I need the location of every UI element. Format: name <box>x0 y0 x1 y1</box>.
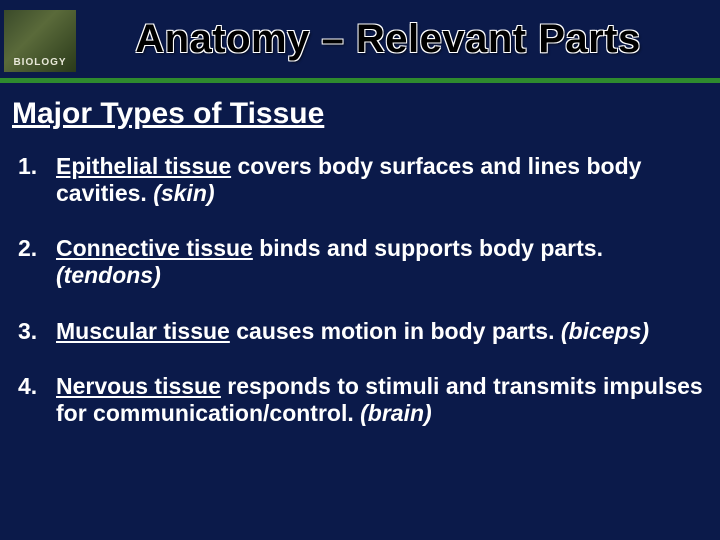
textbook-logo: BIOLOGY <box>4 10 76 72</box>
slide-content: Major Types of Tissue Epithelial tissue … <box>0 83 720 427</box>
tissue-description: causes motion in body parts. <box>230 318 561 344</box>
tissue-example: (biceps) <box>561 318 649 344</box>
slide-header: BIOLOGY Anatomy – Relevant Parts <box>0 0 720 78</box>
tissue-list: Epithelial tissue covers body surfaces a… <box>12 153 708 427</box>
tissue-name: Epithelial tissue <box>56 153 231 179</box>
list-item: Epithelial tissue covers body surfaces a… <box>12 153 708 207</box>
tissue-example: (tendons) <box>56 262 161 288</box>
tissue-name: Connective tissue <box>56 235 253 261</box>
list-item: Connective tissue binds and supports bod… <box>12 235 708 289</box>
list-item: Muscular tissue causes motion in body pa… <box>12 318 708 345</box>
section-subtitle: Major Types of Tissue <box>12 97 708 131</box>
tissue-description: binds and supports body parts. <box>253 235 603 261</box>
slide-title: Anatomy – Relevant Parts <box>76 17 720 62</box>
tissue-example: (skin) <box>153 180 214 206</box>
list-item: Nervous tissue responds to stimuli and t… <box>12 373 708 427</box>
tissue-example: (brain) <box>360 400 432 426</box>
tissue-name: Muscular tissue <box>56 318 230 344</box>
tissue-name: Nervous tissue <box>56 373 221 399</box>
logo-label: BIOLOGY <box>13 57 66 72</box>
